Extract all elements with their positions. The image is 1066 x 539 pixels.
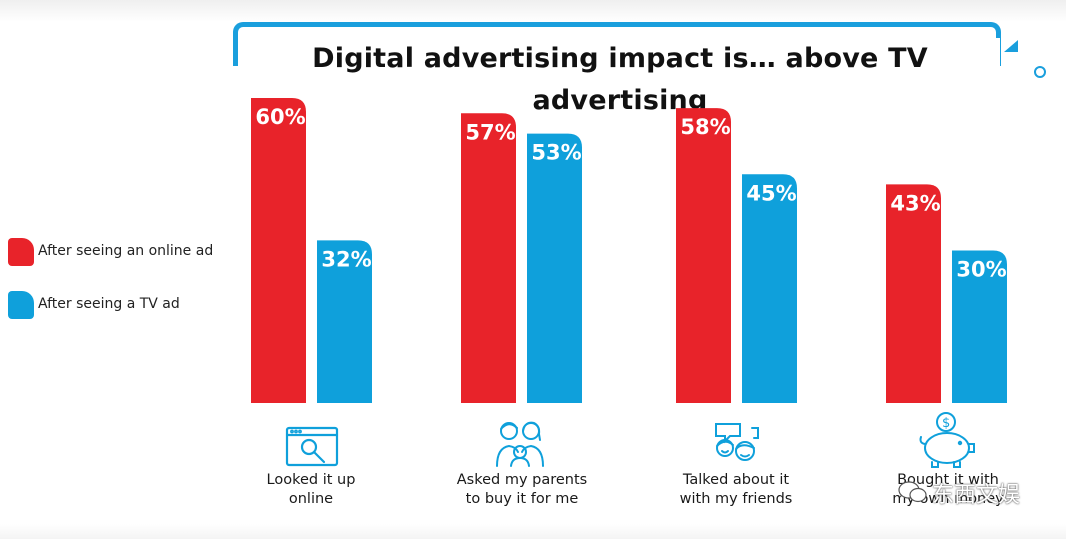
data-label: 53% [531, 141, 581, 165]
data-label: 32% [321, 247, 371, 271]
data-label: 30% [956, 258, 1006, 282]
data-label: 57% [465, 120, 515, 144]
data-label: 60% [255, 105, 305, 129]
category-label: Talked about it with my friends [679, 472, 793, 507]
watermark-text: 东西文娱 [932, 483, 1021, 508]
category-label: Asked my parents to buy it for me [456, 472, 588, 507]
friends-talking-icon [715, 423, 759, 461]
chart-title: Digital advertising impact is… above TV … [240, 38, 1000, 116]
browser-search-icon [285, 426, 339, 467]
bar [742, 174, 797, 403]
title-frame-notch [1004, 40, 1018, 52]
category-label: Looked it up online [266, 472, 356, 507]
bottom-edge-shade [0, 524, 1066, 539]
family-icon [496, 421, 544, 467]
legend-label-online: After seeing an online ad [38, 243, 214, 259]
data-label: 58% [680, 115, 730, 139]
bar [251, 98, 306, 403]
legend-swatch-tv [8, 291, 34, 319]
piggy-bank-icon: $ [919, 412, 975, 468]
title-frame-dot [1034, 66, 1046, 78]
wechat-icon [898, 481, 927, 503]
data-label: 45% [746, 181, 796, 205]
svg-text:$: $ [942, 416, 950, 431]
bar [317, 240, 372, 403]
top-edge-shade [0, 0, 1066, 22]
data-label: 43% [890, 191, 940, 215]
bar [886, 184, 941, 403]
legend-label-tv: After seeing a TV ad [38, 296, 180, 312]
bar [952, 250, 1007, 403]
legend-swatch-online [8, 238, 34, 266]
bar [461, 113, 516, 403]
bar [527, 133, 582, 404]
bar [676, 108, 731, 404]
